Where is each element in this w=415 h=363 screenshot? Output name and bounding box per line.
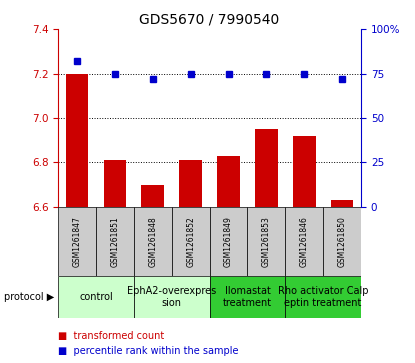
Bar: [134, 276, 210, 318]
Title: GDS5670 / 7990540: GDS5670 / 7990540: [139, 12, 280, 26]
Bar: [255, 129, 278, 207]
Text: ■  transformed count: ■ transformed count: [58, 331, 164, 341]
Bar: [66, 74, 88, 207]
Text: GSM1261847: GSM1261847: [73, 216, 81, 267]
Text: GSM1261852: GSM1261852: [186, 216, 195, 267]
Text: Rho activator Calp
eptin treatment: Rho activator Calp eptin treatment: [278, 286, 369, 307]
Bar: [286, 276, 361, 318]
Bar: [58, 276, 134, 318]
Text: GSM1261849: GSM1261849: [224, 216, 233, 267]
Bar: [210, 207, 247, 276]
Text: GSM1261851: GSM1261851: [110, 216, 120, 267]
Bar: [179, 160, 202, 207]
Text: protocol ▶: protocol ▶: [4, 292, 54, 302]
Bar: [96, 207, 134, 276]
Text: GSM1261850: GSM1261850: [338, 216, 347, 267]
Bar: [104, 160, 126, 207]
Bar: [217, 156, 240, 207]
Text: GSM1261848: GSM1261848: [148, 216, 157, 267]
Bar: [247, 207, 285, 276]
Bar: [331, 200, 354, 207]
Text: EphA2-overexpres
sion: EphA2-overexpres sion: [127, 286, 216, 307]
Text: GSM1261846: GSM1261846: [300, 216, 309, 267]
Bar: [134, 207, 172, 276]
Text: GSM1261853: GSM1261853: [262, 216, 271, 267]
Text: Ilomastat
treatment: Ilomastat treatment: [223, 286, 272, 307]
Text: control: control: [79, 292, 113, 302]
Bar: [293, 136, 315, 207]
Bar: [323, 207, 361, 276]
Bar: [142, 185, 164, 207]
Bar: [58, 207, 96, 276]
Bar: [210, 276, 286, 318]
Bar: [172, 207, 210, 276]
Bar: [286, 207, 323, 276]
Text: ■  percentile rank within the sample: ■ percentile rank within the sample: [58, 346, 239, 356]
